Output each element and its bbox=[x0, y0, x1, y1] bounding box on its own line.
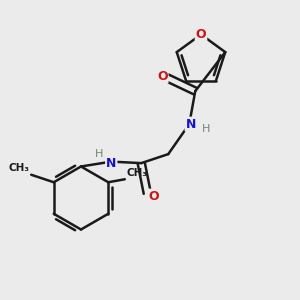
Text: O: O bbox=[148, 190, 159, 202]
Text: H: H bbox=[95, 149, 103, 159]
Text: H: H bbox=[202, 124, 210, 134]
Text: O: O bbox=[157, 70, 168, 83]
Text: N: N bbox=[106, 157, 116, 169]
Text: N: N bbox=[186, 118, 196, 130]
Text: CH₃: CH₃ bbox=[126, 168, 147, 178]
Text: O: O bbox=[196, 28, 206, 41]
Text: CH₃: CH₃ bbox=[9, 163, 30, 173]
